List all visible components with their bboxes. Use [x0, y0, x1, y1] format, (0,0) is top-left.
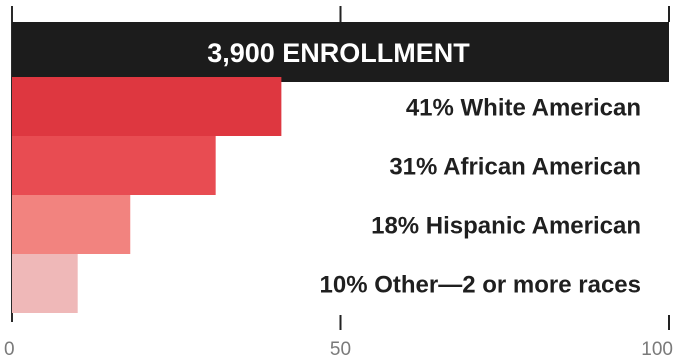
bar-label-0: 41% White American	[406, 95, 641, 122]
bar-0	[12, 77, 282, 136]
bar-label-1: 31% African American	[389, 154, 641, 181]
bar-3	[12, 254, 78, 313]
total-enrollment-label: 3,900 ENROLLMENT	[207, 38, 470, 68]
x-tick-label-1: 50	[330, 339, 351, 360]
bar-2	[12, 195, 131, 254]
bar-label-3: 10% Other—2 or more races	[320, 272, 641, 299]
x-tick-label-2: 100	[641, 339, 673, 360]
x-tick-label-0: 0	[4, 339, 15, 360]
bar-label-2: 18% Hispanic American	[371, 213, 641, 240]
bar-1	[12, 136, 216, 195]
total-enrollment-bar	[12, 22, 669, 82]
